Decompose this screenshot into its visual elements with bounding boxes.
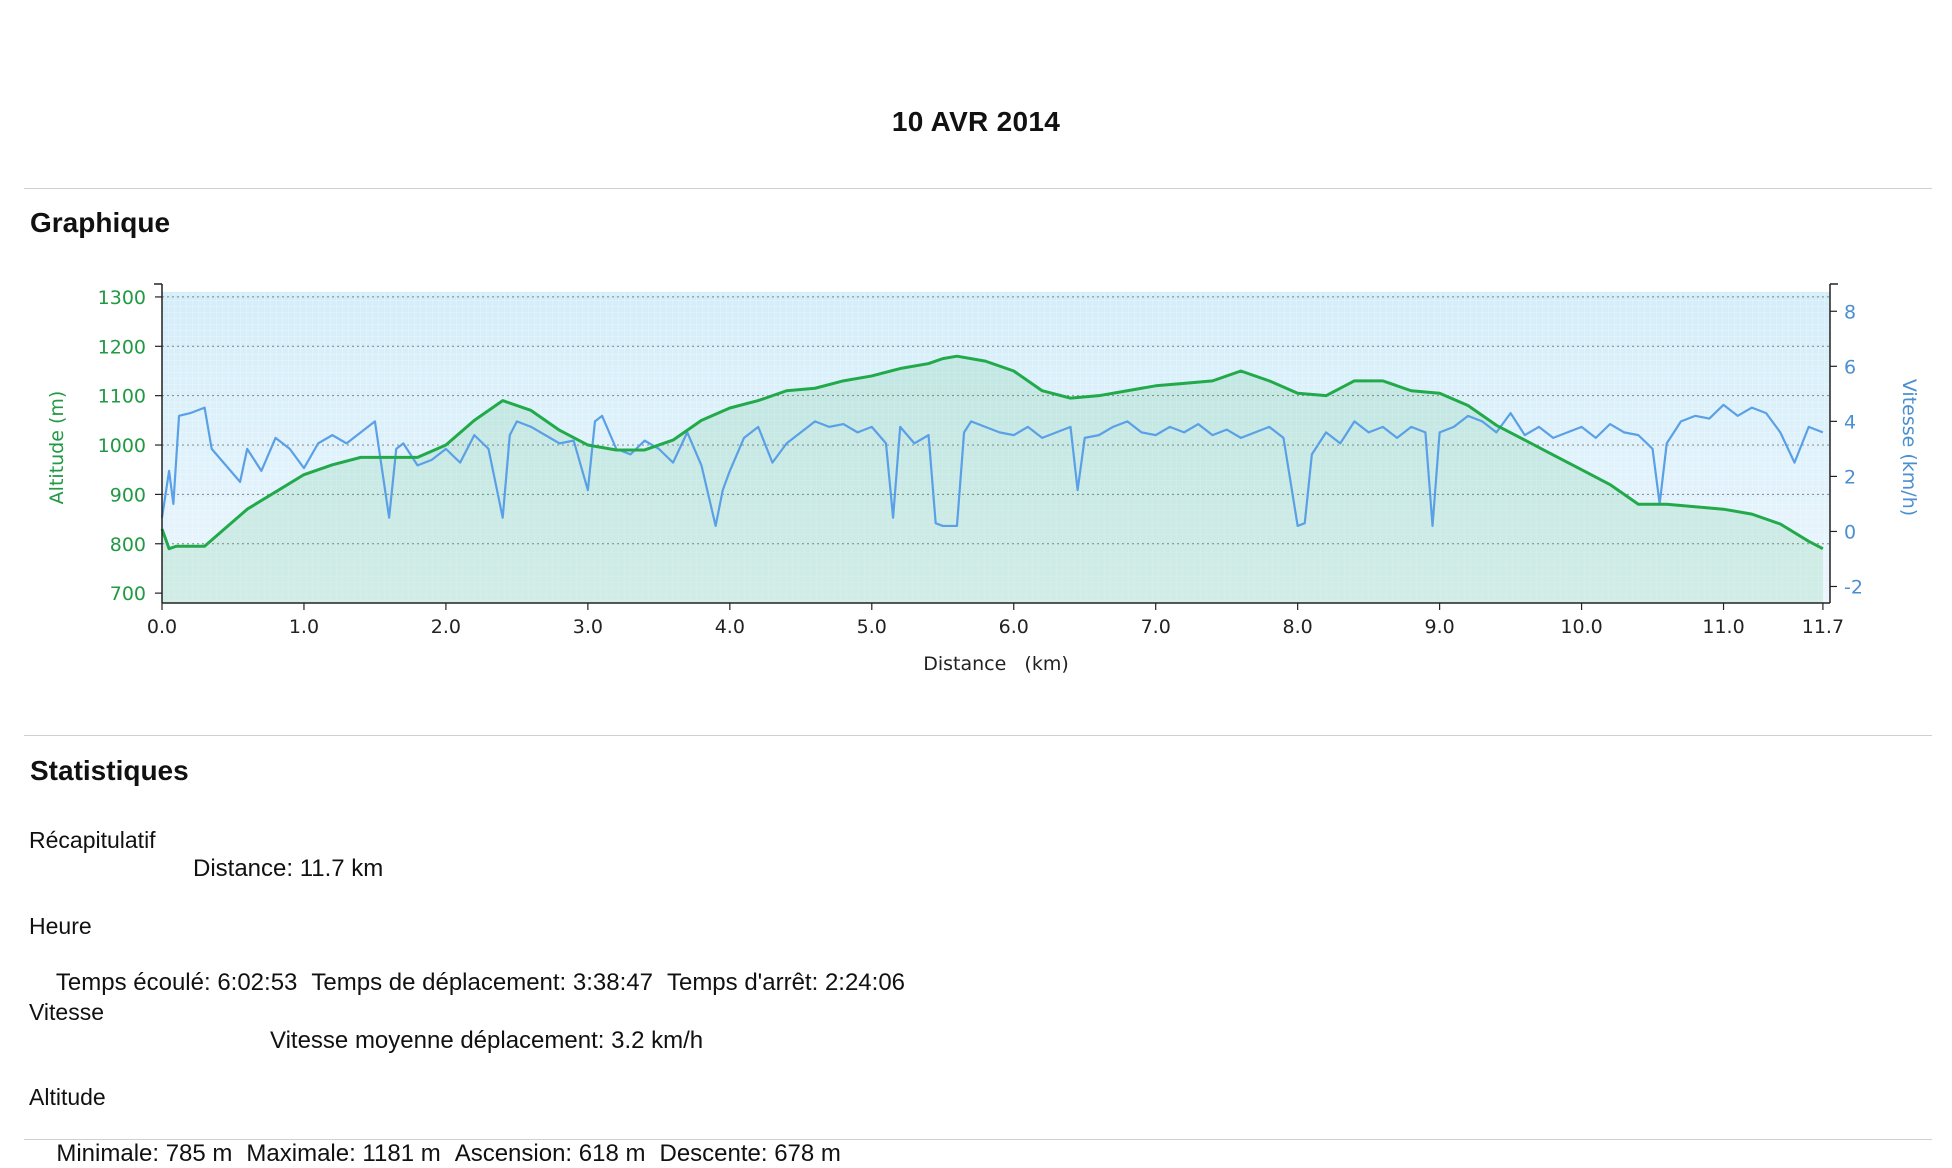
y-left-tick-label: 1300: [98, 287, 146, 309]
x-tick-label: 5.0: [857, 616, 887, 638]
stat-avg-speed: Vitesse moyenne déplacement: 3.2 km/h: [270, 1027, 704, 1054]
stat-moving: Temps de déplacement: 3:38:47: [311, 969, 653, 996]
x-axis-title: Distance (km): [923, 653, 1069, 675]
elevation-speed-chart: 700 800 900 1000 1100 1200 1300 -2 0 2 4 6 8 0.0 1.0 2.…: [46, 283, 1920, 675]
y-right-tick-label: 4: [1844, 411, 1856, 433]
x-tick-label: 10.0: [1560, 616, 1602, 638]
y-axis-right-title: Vitesse (km/h): [1898, 379, 1920, 516]
axes: [154, 283, 1838, 610]
stat-alt-max: Maximale: 1181 m: [246, 1140, 441, 1167]
stat-alt-min: Minimale: 785 m: [56, 1140, 233, 1167]
x-tick-label: 11.7: [1802, 616, 1844, 638]
x-tick-label: 11.0: [1702, 616, 1744, 638]
stat-alt-ascent: Ascension: 618 m: [454, 1140, 646, 1167]
y-axis-left-title: Altitude (m): [46, 391, 68, 505]
y-right-tick-label: 6: [1844, 356, 1856, 378]
x-tick-label: 4.0: [715, 616, 745, 638]
stat-distance: Distance: 11.7 km: [193, 855, 384, 882]
speed-series-line: [160, 403, 1824, 528]
y-left-tick-label: 1200: [98, 336, 146, 358]
y-left-tick-label: 1000: [98, 435, 146, 457]
recap-heading: Récapitulatif: [29, 827, 156, 853]
axis-labels: 700 800 900 1000 1100 1200 1300 -2 0 2 4 6 8 0.0 1.0 2.…: [46, 287, 1920, 675]
divider-bottom: [24, 1139, 1932, 1140]
speed-heading: Vitesse: [29, 999, 105, 1025]
y-right-tick-label: 8: [1844, 301, 1856, 323]
altitude-area: [162, 356, 1823, 603]
divider-middle: [24, 735, 1932, 736]
x-tick-label: 7.0: [1141, 616, 1171, 638]
y-right-tick-label: 2: [1844, 466, 1856, 488]
x-tick-label: 3.0: [573, 616, 603, 638]
altitude-heading: Altitude: [29, 1084, 106, 1110]
y-right-tick-label: -2: [1844, 576, 1863, 598]
y-left-tick-label: 700: [110, 583, 146, 605]
stat-time-line: Temps écoulé: 6:02:53 Temps de déplacemen…: [43, 941, 919, 997]
stat-elapsed: Temps écoulé: 6:02:53: [55, 969, 298, 996]
plot-background: [162, 292, 1830, 603]
x-tick-label: 6.0: [999, 616, 1029, 638]
section-title-stats: Statistiques: [30, 755, 189, 786]
altitude-series-line: [160, 354, 1824, 551]
grid-lines: [162, 296, 1830, 545]
stat-stopped: Temps d'arrêt: 2:24:06: [666, 969, 906, 996]
x-tick-label: 8.0: [1283, 616, 1313, 638]
stat-alt-descent: Descente: 678 m: [659, 1140, 841, 1167]
y-left-tick-label: 1100: [98, 386, 146, 408]
x-tick-label: 9.0: [1425, 616, 1455, 638]
x-tick-label: 1.0: [289, 616, 319, 638]
y-left-tick-label: 900: [110, 484, 146, 506]
section-title-graph: Graphique: [30, 207, 171, 238]
y-right-tick-label: 0: [1844, 521, 1856, 543]
x-tick-label: 0.0: [147, 616, 177, 638]
divider-top: [24, 188, 1932, 189]
page-title: 10 AVR 2014: [891, 106, 1061, 137]
stat-altitude-line: Minimale: 785 m Maximale: 1181 m Ascension…: [43, 1112, 855, 1168]
time-heading: Heure: [29, 913, 92, 939]
series-layer: [160, 354, 1824, 603]
x-tick-label: 2.0: [431, 616, 461, 638]
y-left-tick-label: 800: [110, 534, 146, 556]
